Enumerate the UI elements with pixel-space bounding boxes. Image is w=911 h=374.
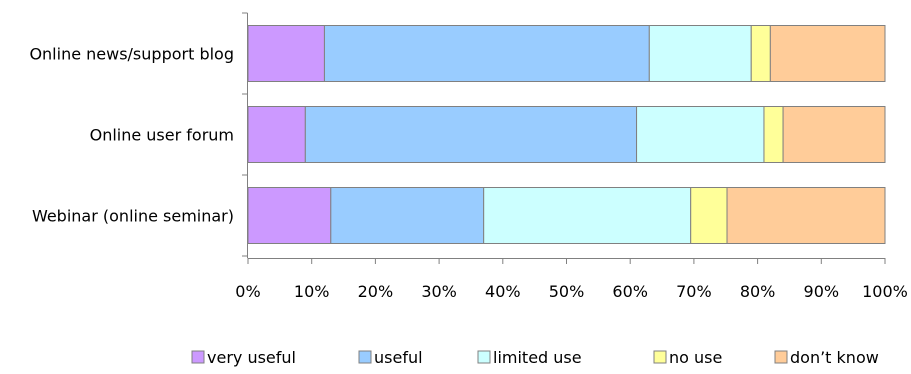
x-tick-label-1: 0% [235, 282, 260, 301]
x-tick-label-9: 80% [740, 282, 776, 301]
legend-label-1: very useful [207, 348, 296, 367]
x-tick-label-4: 30% [421, 282, 457, 301]
bars-group [247, 25, 886, 244]
x-tick-label-5: 40% [485, 282, 521, 301]
bar-segment-2-3 [636, 106, 765, 163]
bar-segment-3-1 [247, 187, 332, 244]
legend-swatch-1 [191, 350, 205, 364]
x-tick-labels: 0% 10% 20% 30% 40% 50% 60% 70% 80% 90% 100% [235, 282, 908, 301]
x-tick-label-2: 10% [294, 282, 330, 301]
legend-label-5: don’t know [790, 348, 879, 367]
legend-swatch-5 [774, 350, 788, 364]
bar-segment-1-2 [323, 25, 650, 82]
bar-segment-2-1 [247, 106, 306, 163]
bar-segment-1-4 [750, 25, 771, 82]
x-tick-label-3: 20% [358, 282, 394, 301]
axes-group [242, 12, 886, 264]
legend-label-2: useful [374, 348, 423, 367]
legend-label-4: no use [669, 348, 722, 367]
x-tick-label-8: 70% [676, 282, 712, 301]
bar-segment-2-4 [763, 106, 784, 163]
legend-label-3: limited use [493, 348, 582, 367]
category-label-2: Online user forum [90, 126, 234, 145]
x-tick-label-6: 50% [549, 282, 585, 301]
category-labels: Online news/support blog Online user foru… [29, 45, 234, 226]
bar-segment-3-3 [483, 187, 692, 244]
legend-swatch-4 [653, 350, 667, 364]
bar-segment-1-5 [769, 25, 886, 82]
bar-segment-1-3 [648, 25, 752, 82]
bar-segment-2-2 [304, 106, 638, 163]
bar-segment-3-4 [690, 187, 728, 244]
category-label-3: Webinar (online seminar) [32, 207, 234, 226]
bar-segment-2-5 [782, 106, 886, 163]
bar-segment-1-1 [247, 25, 325, 82]
x-tick-label-7: 60% [612, 282, 648, 301]
x-tick-label-10: 90% [804, 282, 840, 301]
legend: very useful useful limited use no use don’t … [191, 348, 879, 367]
category-label-1: Online news/support blog [29, 45, 234, 64]
legend-swatch-2 [358, 350, 372, 364]
bar-segment-3-5 [726, 187, 886, 244]
bar-segment-3-2 [330, 187, 485, 244]
legend-swatch-3 [477, 350, 491, 364]
x-tick-label-11: 100% [862, 282, 908, 301]
